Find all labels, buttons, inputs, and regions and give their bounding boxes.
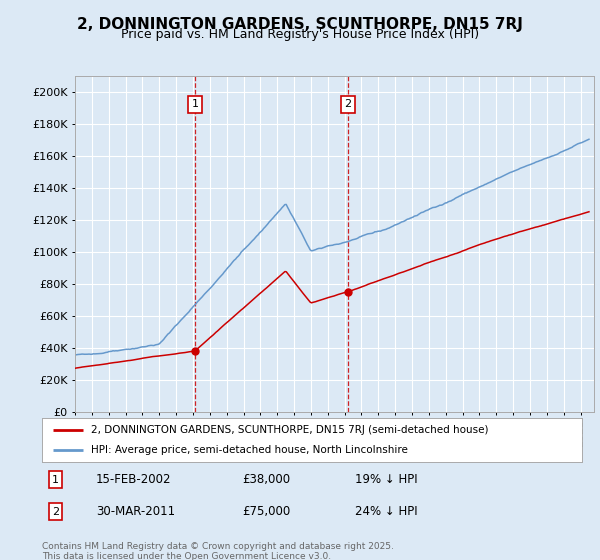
Text: 2, DONNINGTON GARDENS, SCUNTHORPE, DN15 7RJ: 2, DONNINGTON GARDENS, SCUNTHORPE, DN15 … bbox=[77, 17, 523, 32]
Text: 30-MAR-2011: 30-MAR-2011 bbox=[96, 505, 175, 519]
Text: 15-FEB-2002: 15-FEB-2002 bbox=[96, 473, 172, 486]
Text: 2: 2 bbox=[344, 100, 352, 109]
Text: 1: 1 bbox=[52, 475, 59, 484]
Text: HPI: Average price, semi-detached house, North Lincolnshire: HPI: Average price, semi-detached house,… bbox=[91, 445, 407, 455]
Text: £38,000: £38,000 bbox=[242, 473, 290, 486]
Text: 2: 2 bbox=[52, 507, 59, 517]
Text: Contains HM Land Registry data © Crown copyright and database right 2025.
This d: Contains HM Land Registry data © Crown c… bbox=[42, 542, 394, 560]
Text: 19% ↓ HPI: 19% ↓ HPI bbox=[355, 473, 418, 486]
Text: £75,000: £75,000 bbox=[242, 505, 290, 519]
Text: 2, DONNINGTON GARDENS, SCUNTHORPE, DN15 7RJ (semi-detached house): 2, DONNINGTON GARDENS, SCUNTHORPE, DN15 … bbox=[91, 425, 488, 435]
Text: 1: 1 bbox=[191, 100, 199, 109]
Text: 24% ↓ HPI: 24% ↓ HPI bbox=[355, 505, 418, 519]
Text: Price paid vs. HM Land Registry's House Price Index (HPI): Price paid vs. HM Land Registry's House … bbox=[121, 28, 479, 41]
